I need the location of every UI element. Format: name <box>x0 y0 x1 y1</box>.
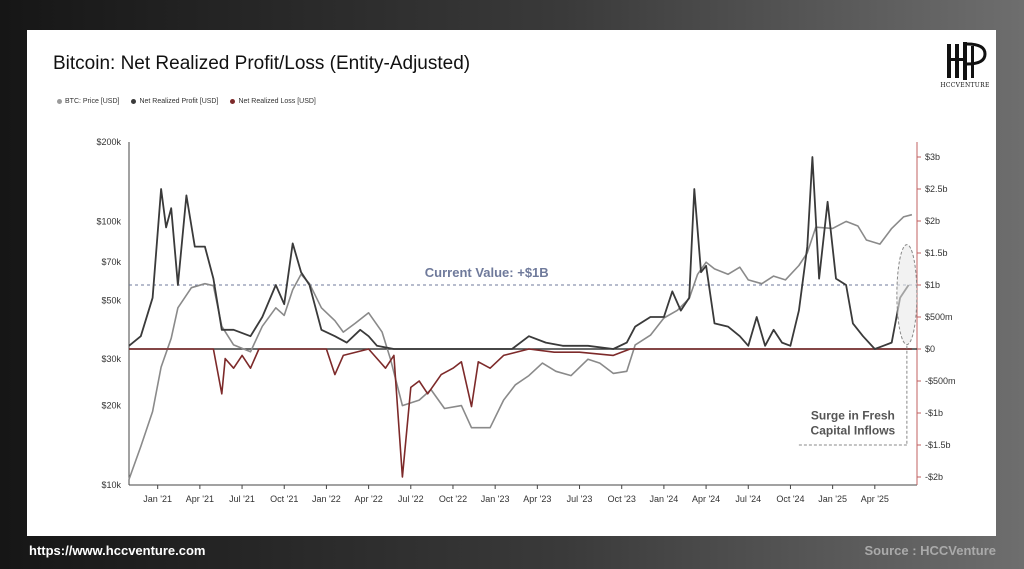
x-tick-label: Oct '23 <box>608 494 636 504</box>
x-tick-label: Jan '21 <box>143 494 172 504</box>
hcc-logo: HCCVENTURE <box>939 40 991 94</box>
footer-url[interactable]: https://www.hccventure.com <box>29 543 206 558</box>
right-tick-label: $1.5b <box>925 248 948 258</box>
chart-card: Bitcoin: Net Realized Profit/Loss (Entit… <box>27 30 996 536</box>
right-tick-label: -$1.5b <box>925 440 951 450</box>
legend-dot-price <box>57 99 62 104</box>
x-tick-label: Jul '22 <box>398 494 424 504</box>
x-tick-label: Jul '24 <box>735 494 761 504</box>
price-series-line <box>128 213 913 480</box>
x-tick-label: Oct '22 <box>439 494 467 504</box>
logo-mark-icon <box>947 42 987 80</box>
x-tick-label: Jan '25 <box>818 494 847 504</box>
right-tick-label: $0 <box>925 344 935 354</box>
surge-annotation-line2: Capital Inflows <box>811 423 896 437</box>
right-tick-label: $2.5b <box>925 184 948 194</box>
legend-label-loss: Net Realized Loss [USD] <box>238 98 316 105</box>
right-tick-label: $3b <box>925 152 940 162</box>
x-tick-label: Oct '21 <box>270 494 298 504</box>
chart-plot: $200k $100k $70k $50k $30k $20k $10k $3b $2.5b $2… <box>96 137 956 504</box>
logo-text: HCCVENTURE <box>940 82 990 89</box>
legend-label-price: BTC: Price [USD] <box>65 98 120 105</box>
chart-title: Bitcoin: Net Realized Profit/Loss (Entit… <box>53 53 471 74</box>
right-tick-label: $1b <box>925 280 940 290</box>
x-tick-label: Jan '23 <box>481 494 510 504</box>
left-tick-label: $70k <box>101 257 121 267</box>
loss-series-line <box>129 348 912 478</box>
x-tick-label: Jul '23 <box>567 494 593 504</box>
right-tick-label: $500m <box>925 312 953 322</box>
surge-highlight-ellipse <box>896 244 918 346</box>
legend-dot-loss <box>230 99 236 104</box>
footer-source: Source : HCCVenture <box>864 543 996 558</box>
left-tick-label: $30k <box>101 354 121 364</box>
x-tick-label: Jul '21 <box>229 494 255 504</box>
legend-item-loss[interactable]: Net Realized Loss [USD] <box>230 98 316 105</box>
legend-label-profit: Net Realized Profit [USD] <box>139 98 219 105</box>
x-tick-label: Oct '24 <box>776 494 804 504</box>
x-tick-label: Apr '25 <box>861 494 889 504</box>
surge-annotation-line1: Surge in Fresh <box>811 408 895 422</box>
left-tick-label: $100k <box>96 216 121 226</box>
x-tick-label: Apr '23 <box>523 494 551 504</box>
x-tick-label: Apr '22 <box>354 494 382 504</box>
profit-series-line <box>128 156 910 350</box>
left-tick-label: $200k <box>96 137 121 147</box>
x-tick-label: Jan '22 <box>312 494 341 504</box>
left-tick-label: $20k <box>101 401 121 411</box>
legend-dot-profit <box>131 99 137 104</box>
legend: BTC: Price [USD] Net Realized Profit [US… <box>57 98 316 105</box>
x-tick-label: Apr '21 <box>186 494 214 504</box>
right-tick-label: -$500m <box>925 376 956 386</box>
left-tick-label: $50k <box>101 296 121 306</box>
left-tick-label: $10k <box>101 480 121 490</box>
right-tick-label: -$1b <box>925 408 943 418</box>
x-tick-label: Apr '24 <box>692 494 720 504</box>
current-value-annotation: Current Value: +$1B <box>425 265 549 280</box>
legend-item-profit[interactable]: Net Realized Profit [USD] <box>131 98 218 105</box>
x-tick-label: Jan '24 <box>650 494 679 504</box>
right-tick-label: -$2b <box>925 472 943 482</box>
legend-item-price[interactable]: BTC: Price [USD] <box>57 98 119 105</box>
right-tick-label: $2b <box>925 216 940 226</box>
